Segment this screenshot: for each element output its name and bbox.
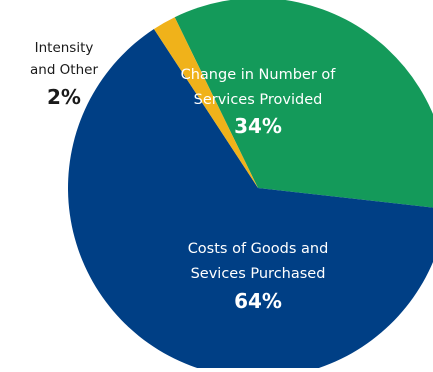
slice-value-1: 64% [234,289,282,313]
slice-value-2: 2% [47,85,81,109]
slice-label-2-line-0: Intensity [35,40,94,56]
pie-slice-1 [68,29,433,372]
pie-slice-0 [174,0,433,208]
pie-labels: Change in Number of Services Provided 34% C… [30,40,336,313]
pie-slice-2 [153,17,258,189]
slice-label-0-line-1: Services Provided [194,92,323,108]
slice-label-0-line-0: Change in Number of [181,67,337,83]
slice-label-1-line-0: Costs of Goods and [188,241,329,257]
slice-label-2-line-1: and Other [30,62,98,78]
pie-slices [68,0,433,372]
slice-value-0: 34% [234,114,282,138]
slice-label-1-line-1: Sevices Purchased [191,266,326,282]
